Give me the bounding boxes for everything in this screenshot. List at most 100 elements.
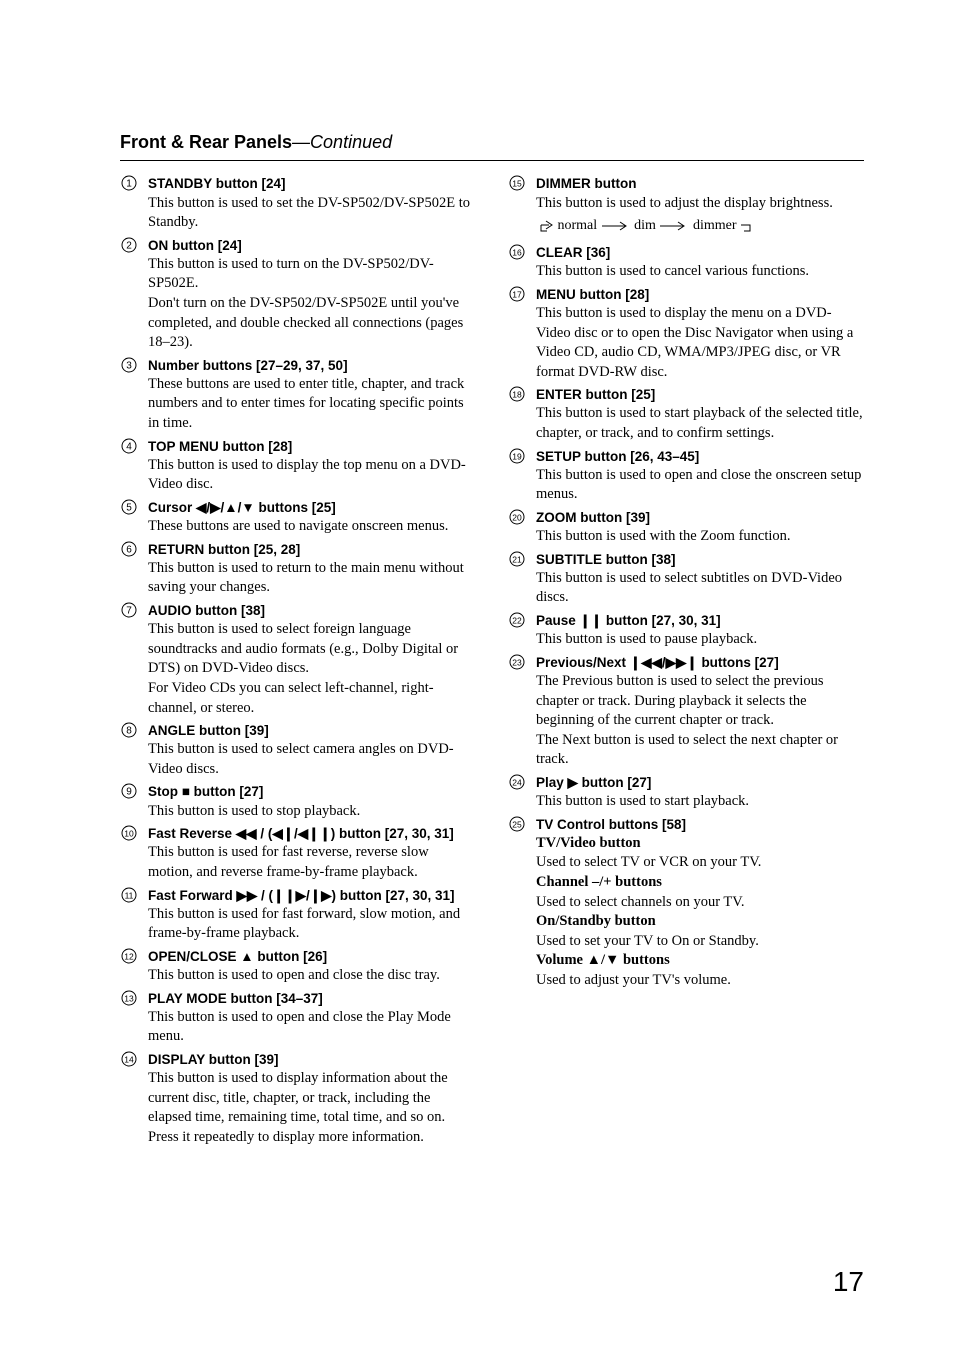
item-body: AUDIO button [38]This button is used to … bbox=[148, 602, 476, 718]
list-item: 13 PLAY MODE button [34–37]This button i… bbox=[120, 990, 476, 1047]
section-continued: —Continued bbox=[292, 132, 392, 152]
item-marker: 2 bbox=[120, 237, 138, 353]
item-desc: This button is used to pause playback. bbox=[536, 630, 864, 650]
svg-text:2: 2 bbox=[126, 240, 132, 251]
item-marker: 6 bbox=[120, 541, 138, 598]
svg-text:9: 9 bbox=[126, 787, 132, 798]
list-item: 3 Number buttons [27–29, 37, 50]These bu… bbox=[120, 357, 476, 434]
svg-text:7: 7 bbox=[126, 606, 132, 617]
item-marker: 19 bbox=[508, 448, 526, 505]
item-desc: This button is used to select foreign la… bbox=[148, 620, 476, 679]
svg-text:6: 6 bbox=[126, 544, 132, 555]
item-desc: This button is used to adjust the displa… bbox=[536, 194, 864, 214]
item-body: PLAY MODE button [34–37]This button is u… bbox=[148, 990, 476, 1047]
item-label: DISPLAY button [39] bbox=[148, 1051, 476, 1069]
item-label: OPEN/CLOSE ▲ button [26] bbox=[148, 948, 476, 966]
item-desc: The Next button is used to select the ne… bbox=[536, 731, 864, 770]
section-title: Front & Rear Panels bbox=[120, 132, 292, 152]
item-body: MENU button [28]This button is used to d… bbox=[536, 286, 864, 382]
svg-text:12: 12 bbox=[124, 951, 134, 961]
item-body: SUBTITLE button [38]This button is used … bbox=[536, 551, 864, 608]
svg-text:15: 15 bbox=[512, 179, 522, 189]
page: Front & Rear Panels—Continued 1 STANDBY … bbox=[0, 0, 954, 1351]
item-marker: 22 bbox=[508, 612, 526, 650]
list-item: 18 ENTER button [25]This button is used … bbox=[508, 386, 864, 443]
left-column: 1 STANDBY button [24]This button is used… bbox=[120, 175, 476, 1151]
item-marker: 16 bbox=[508, 244, 526, 282]
item-label: TV Control buttons [58] bbox=[536, 816, 864, 834]
svg-text:17: 17 bbox=[512, 289, 522, 299]
svg-text:14: 14 bbox=[124, 1055, 134, 1065]
item-marker: 23 bbox=[508, 654, 526, 770]
item-marker: 10 bbox=[120, 825, 138, 882]
right-column: 15 DIMMER buttonThis button is used to a… bbox=[508, 175, 864, 1151]
item-desc: For Video CDs you can select left-channe… bbox=[148, 679, 476, 718]
list-item: 6 RETURN button [25, 28]This button is u… bbox=[120, 541, 476, 598]
item-desc: This button is used to open and close th… bbox=[148, 1008, 476, 1047]
item-label: RETURN button [25, 28] bbox=[148, 541, 476, 559]
item-label: Fast Forward ▶▶ / (❙❙▶/❙▶) button [27, 3… bbox=[148, 887, 476, 905]
svg-text:20: 20 bbox=[512, 512, 522, 522]
heading-rule bbox=[120, 160, 864, 161]
item-desc: This button is used to start playback. bbox=[536, 792, 864, 812]
sub-item-text: Used to adjust your TV's volume. bbox=[536, 971, 864, 991]
item-label: ON button [24] bbox=[148, 237, 476, 255]
item-body: ZOOM button [39]This button is used with… bbox=[536, 509, 864, 547]
svg-text:8: 8 bbox=[126, 726, 132, 737]
item-body: Fast Reverse ◀◀ / (◀❙/◀❙❙) button [27, 3… bbox=[148, 825, 476, 882]
item-body: ENTER button [25]This button is used to … bbox=[536, 386, 864, 443]
svg-text:11: 11 bbox=[125, 890, 134, 900]
item-desc: These buttons are used to enter title, c… bbox=[148, 375, 476, 434]
svg-text:16: 16 bbox=[512, 247, 522, 257]
item-body: STANDBY button [24]This button is used t… bbox=[148, 175, 476, 232]
item-desc: This button is used to open and close th… bbox=[148, 966, 476, 986]
item-marker: 7 bbox=[120, 602, 138, 718]
item-body: Pause ❙❙ button [27, 30, 31]This button … bbox=[536, 612, 864, 650]
item-label: AUDIO button [38] bbox=[148, 602, 476, 620]
item-marker: 15 bbox=[508, 175, 526, 240]
item-label: Cursor ◀/▶/▲/▼ buttons [25] bbox=[148, 499, 476, 517]
item-desc: Don't turn on the DV-SP502/DV-SP502E unt… bbox=[148, 294, 476, 353]
flow-step: dim bbox=[634, 217, 656, 236]
item-marker: 17 bbox=[508, 286, 526, 382]
item-label: Number buttons [27–29, 37, 50] bbox=[148, 357, 476, 375]
item-body: DIMMER buttonThis button is used to adju… bbox=[536, 175, 864, 240]
list-item: 9 Stop ■ button [27]This button is used … bbox=[120, 783, 476, 821]
svg-text:1: 1 bbox=[126, 179, 132, 190]
item-desc: This button is used to start playback of… bbox=[536, 404, 864, 443]
item-desc: This button is used to display informati… bbox=[148, 1069, 476, 1147]
list-item: 15 DIMMER buttonThis button is used to a… bbox=[508, 175, 864, 240]
item-body: RETURN button [25, 28]This button is use… bbox=[148, 541, 476, 598]
list-item: 17 MENU button [28]This button is used t… bbox=[508, 286, 864, 382]
item-label: SETUP button [26, 43–45] bbox=[536, 448, 864, 466]
item-body: OPEN/CLOSE ▲ button [26]This button is u… bbox=[148, 948, 476, 986]
sub-item: On/Standby button bbox=[536, 912, 864, 932]
item-label: SUBTITLE button [38] bbox=[536, 551, 864, 569]
item-desc: This button is used to display the menu … bbox=[536, 304, 864, 382]
item-marker: 25 bbox=[508, 816, 526, 991]
item-desc: This button is used to set the DV-SP502/… bbox=[148, 194, 476, 233]
svg-text:13: 13 bbox=[124, 993, 134, 1003]
item-label: STANDBY button [24] bbox=[148, 175, 476, 193]
item-body: Previous/Next ❙◀◀/▶▶❙ buttons [27]The Pr… bbox=[536, 654, 864, 770]
item-body: ON button [24]This button is used to tur… bbox=[148, 237, 476, 353]
list-item: 11 Fast Forward ▶▶ / (❙❙▶/❙▶) button [27… bbox=[120, 887, 476, 944]
svg-text:22: 22 bbox=[512, 616, 522, 626]
list-item: 25 TV Control buttons [58]TV/Video butto… bbox=[508, 816, 864, 991]
item-desc: This button is used to open and close th… bbox=[536, 466, 864, 505]
sub-item-title: On/Standby button bbox=[536, 913, 656, 929]
item-body: ANGLE button [39]This button is used to … bbox=[148, 722, 476, 779]
item-label: DIMMER button bbox=[536, 175, 864, 193]
item-marker: 9 bbox=[120, 783, 138, 821]
svg-text:21: 21 bbox=[512, 554, 522, 564]
sub-item-text: Used to set your TV to On or Standby. bbox=[536, 932, 864, 952]
item-marker: 11 bbox=[120, 887, 138, 944]
sub-item: Channel –/+ buttons bbox=[536, 873, 864, 893]
item-body: TV Control buttons [58]TV/Video buttonUs… bbox=[536, 816, 864, 991]
item-desc: This button is used to display the top m… bbox=[148, 456, 476, 495]
list-item: 12 OPEN/CLOSE ▲ button [26]This button i… bbox=[120, 948, 476, 986]
list-item: 7 AUDIO button [38]This button is used t… bbox=[120, 602, 476, 718]
svg-text:23: 23 bbox=[512, 657, 522, 667]
svg-text:18: 18 bbox=[512, 390, 522, 400]
item-marker: 21 bbox=[508, 551, 526, 608]
